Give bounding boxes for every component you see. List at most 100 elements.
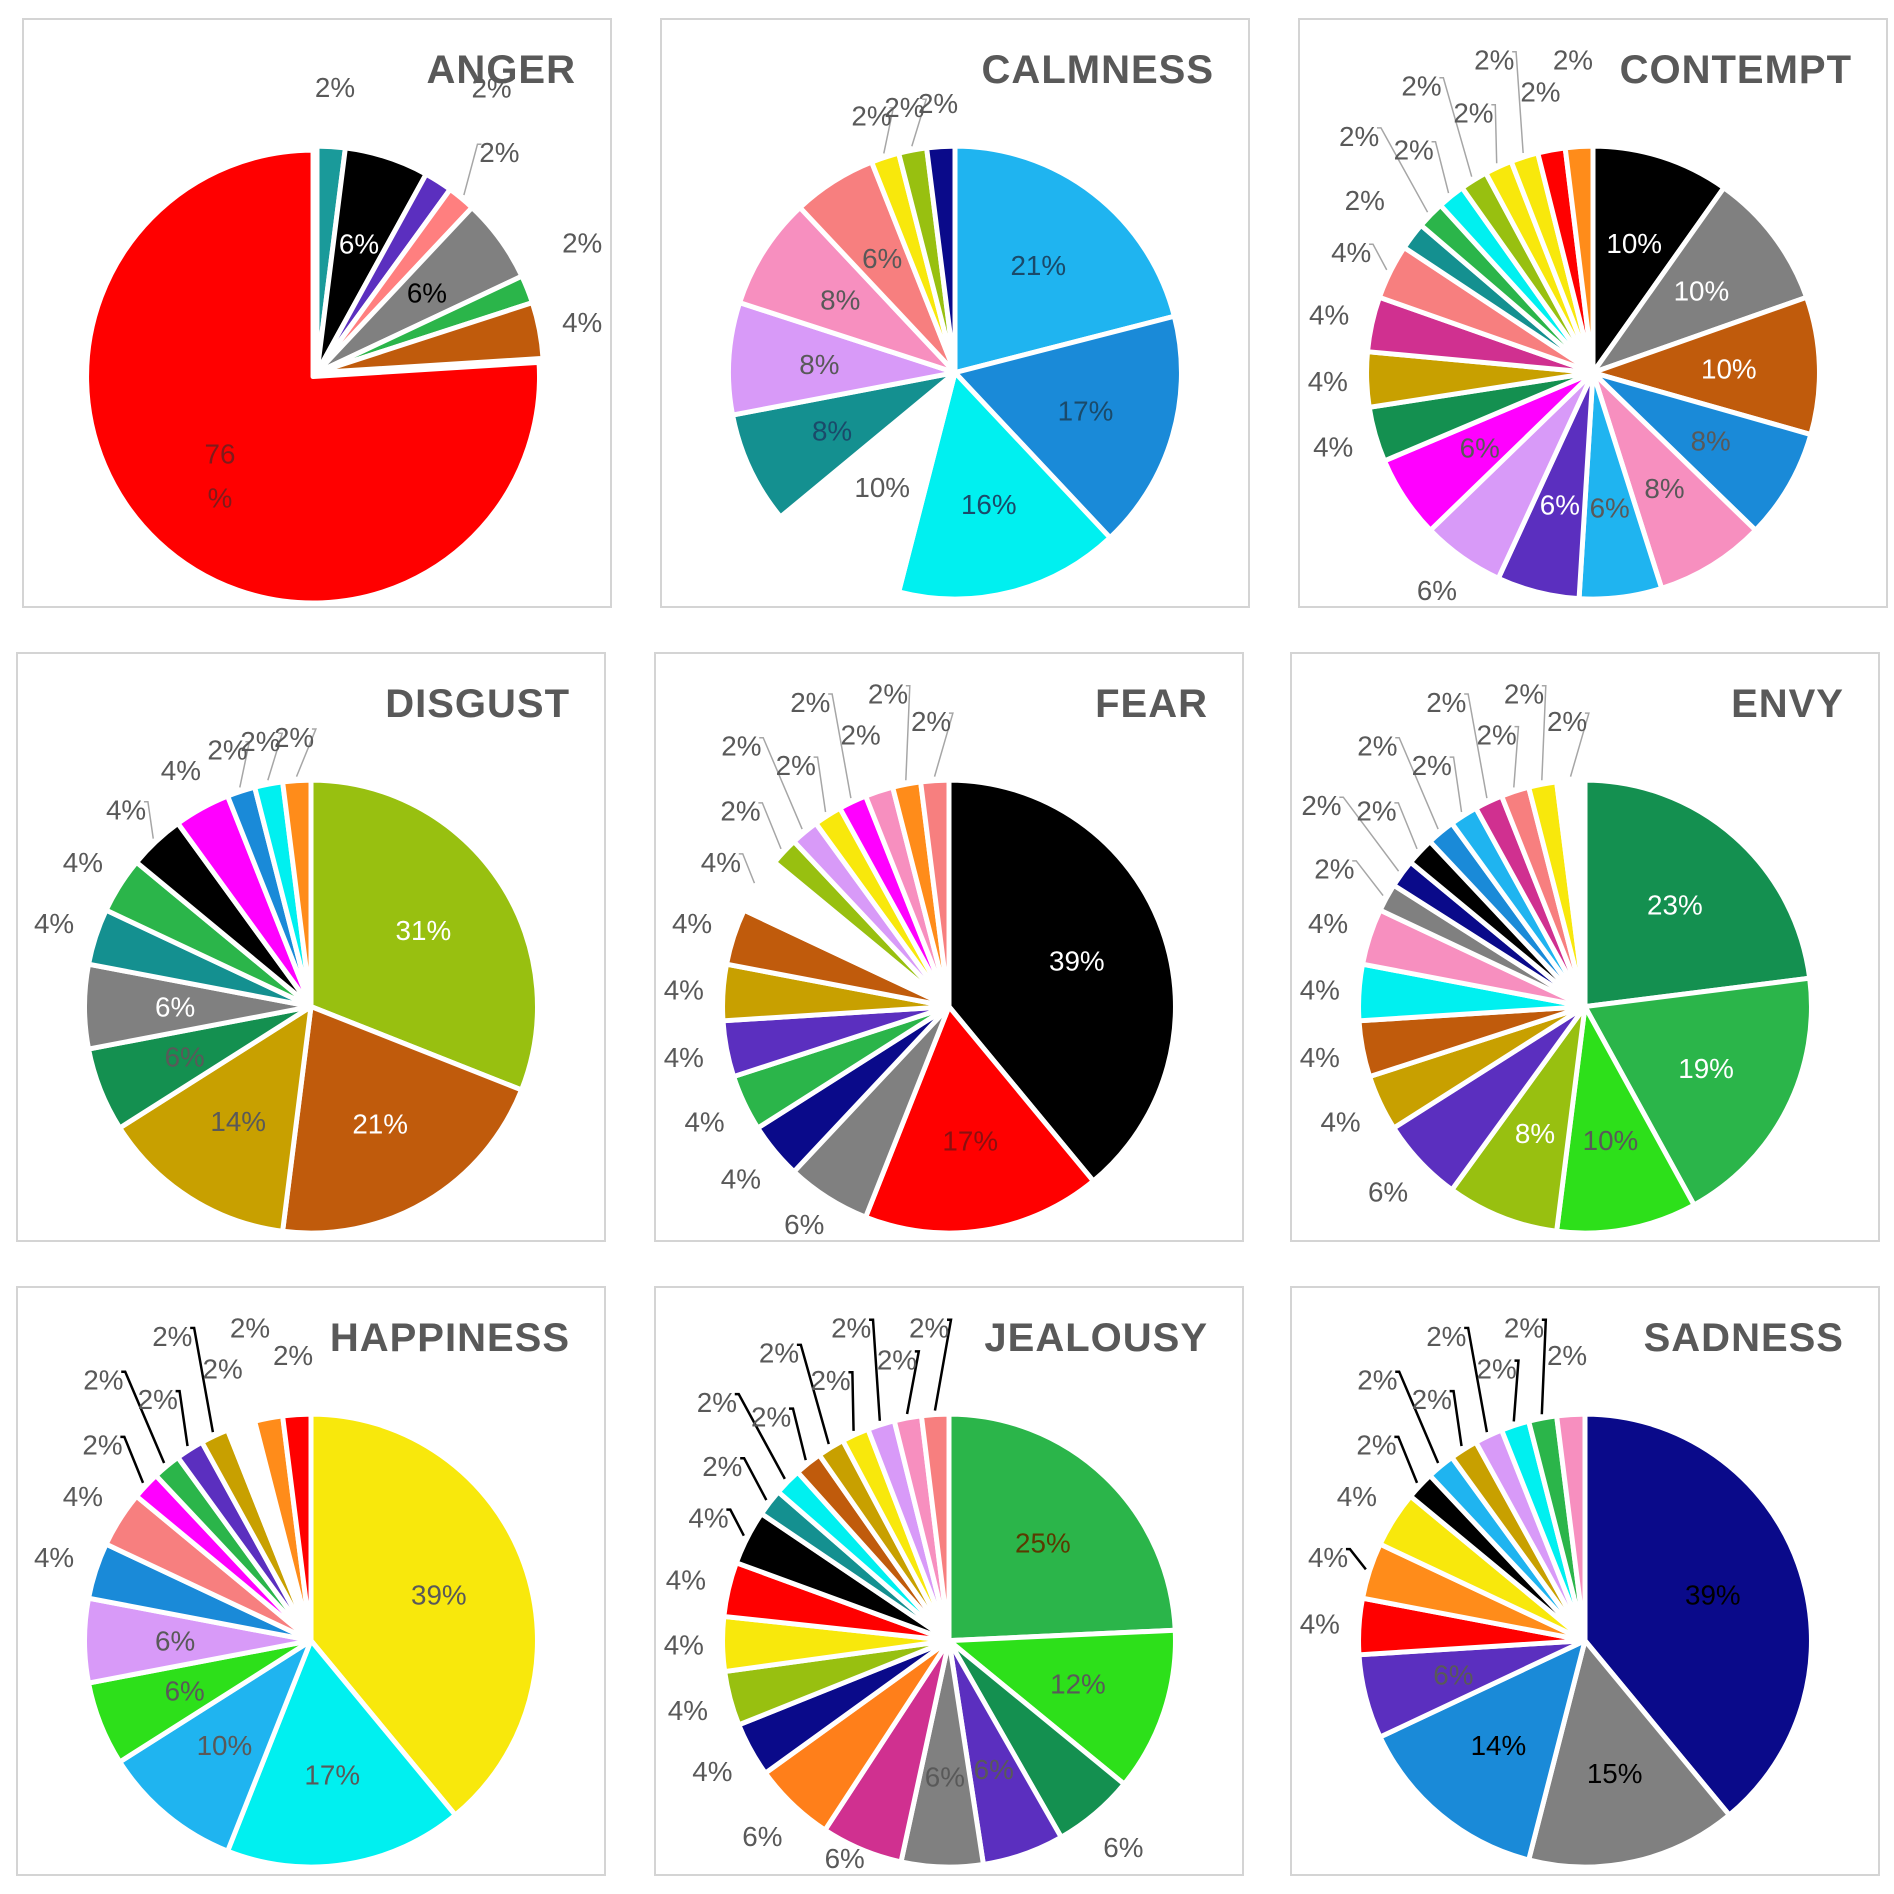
slice-label: 2% bbox=[1426, 687, 1466, 718]
pie-slice bbox=[952, 143, 1177, 376]
slice-label: 4% bbox=[34, 908, 74, 939]
slice-label: 2% bbox=[1547, 1340, 1587, 1371]
slice-label: 2% bbox=[1504, 679, 1544, 710]
pie-slice bbox=[314, 300, 546, 376]
slice-label: 6% bbox=[1433, 1659, 1473, 1690]
slice-label: 6% bbox=[862, 243, 902, 274]
slice-label: 2% bbox=[868, 679, 908, 710]
pie-chart: 25%12%6%6%6%6%6%4%4%4%4%4%2%2% 2%2%2%2%2%… bbox=[664, 1313, 1178, 1874]
slice-label: 39% bbox=[1049, 946, 1105, 977]
pie-slice bbox=[117, 1004, 314, 1234]
leader-line bbox=[190, 1326, 215, 1433]
slice-label: 2% bbox=[720, 796, 760, 827]
slice-label: 6% bbox=[1540, 489, 1580, 520]
pie-slice bbox=[225, 1638, 458, 1870]
slice-label: 2% bbox=[273, 1340, 313, 1371]
pie-panel-happiness: 39% 17% 10% 6% 6% 4% 4% 2% 2% 2% 2% 2% 2% 2% HAPPINESS bbox=[16, 1286, 606, 1876]
chart-title: FEAR bbox=[1095, 682, 1208, 726]
slice-label: 2% bbox=[918, 88, 958, 119]
pie-slice bbox=[778, 370, 958, 595]
slice-label: 2% bbox=[1520, 76, 1560, 107]
leader-line bbox=[121, 1370, 166, 1464]
leader-line bbox=[1352, 860, 1384, 897]
slice-label: 2% bbox=[138, 1384, 178, 1415]
leader-line bbox=[1491, 104, 1498, 164]
slice-label: 2% bbox=[1553, 45, 1593, 76]
pie-slice bbox=[1377, 1638, 1588, 1863]
leader-line bbox=[1512, 1359, 1520, 1422]
pie-chart: 31%21%14%6%6%4%4%4%4%2%2%2% bbox=[34, 722, 540, 1236]
pie-slice bbox=[84, 147, 542, 606]
pie-slice bbox=[737, 205, 958, 376]
slice-label: 4% bbox=[666, 1564, 706, 1595]
slice-label: 2% bbox=[1356, 796, 1396, 827]
pie-slice bbox=[1554, 1004, 1697, 1236]
slice-label: 10% bbox=[1674, 276, 1730, 307]
slice-label: 2% bbox=[471, 73, 511, 104]
slice-label: 14% bbox=[1471, 1730, 1527, 1761]
pie-slice bbox=[896, 370, 1113, 602]
slice-label: 4% bbox=[1320, 1107, 1360, 1138]
slice-label: 4% bbox=[1308, 908, 1348, 939]
leader-line bbox=[869, 1318, 882, 1421]
slice-label: 25% bbox=[1015, 1527, 1071, 1558]
leader-line bbox=[758, 802, 782, 850]
slice-label: 2% bbox=[1453, 98, 1493, 129]
slice-label: 6% bbox=[742, 1821, 782, 1852]
pie-chart: 21%17%16%10%8%8%8%6%2%2%2% bbox=[726, 88, 1184, 602]
slice-label: 2% bbox=[790, 687, 830, 718]
slice-label: 2% bbox=[1412, 1384, 1452, 1415]
slice-label: 6% bbox=[825, 1843, 865, 1874]
pie-chart: 23%19%10%8%6%4%4%4%4%2%2% 2%2%2%2%2%2%2% bbox=[1300, 679, 1814, 1236]
slice-label: 2% bbox=[721, 731, 761, 762]
pie-panel-anger: 2% 6% 2% 2% 6% 2% 4% 76% ANGER bbox=[22, 18, 612, 608]
chart-title: ANGER bbox=[426, 48, 576, 92]
slice-label: 8% bbox=[820, 285, 860, 316]
slice-label: 2% bbox=[1504, 1313, 1544, 1344]
pie-panel-disgust: 31% 21% 14% 6% 6% 4% 4% 4% 4% 2% 2% 2% DISGUST bbox=[16, 652, 606, 1242]
slice-label: 10% bbox=[1583, 1125, 1639, 1156]
slice-label: 2% bbox=[1345, 185, 1385, 216]
leader-line bbox=[295, 728, 317, 777]
leader-line bbox=[175, 1389, 189, 1447]
slice-label: 6% bbox=[1368, 1176, 1408, 1207]
slice-label: 2% bbox=[479, 137, 519, 168]
pie-slice bbox=[1554, 777, 1588, 1010]
pie-slice bbox=[308, 777, 540, 1093]
leader-line bbox=[1541, 685, 1547, 781]
slice-label: 6% bbox=[407, 278, 447, 309]
slice-label: 4% bbox=[63, 847, 103, 878]
slice-label: 8% bbox=[1515, 1118, 1555, 1149]
leader-line bbox=[1540, 1318, 1548, 1415]
slice-label: 2% bbox=[1477, 1353, 1517, 1384]
slice-label: 2% bbox=[831, 1313, 871, 1344]
slice-label: 2% bbox=[884, 92, 924, 123]
slice-label: 4% bbox=[1313, 431, 1353, 462]
slice-label: 6% bbox=[155, 1626, 195, 1657]
leader-line bbox=[883, 106, 895, 154]
pie-slice bbox=[308, 1411, 540, 1818]
slice-label: 4% bbox=[692, 1756, 732, 1787]
leader-line bbox=[1339, 796, 1400, 872]
leader-line bbox=[1449, 1389, 1463, 1447]
leader-line bbox=[759, 736, 803, 830]
pie-slice bbox=[924, 143, 958, 376]
slice-label: 2% bbox=[1477, 719, 1517, 750]
slice-label: 10% bbox=[854, 472, 910, 503]
leader-line bbox=[1369, 243, 1388, 271]
slice-label: 2% bbox=[702, 1451, 742, 1482]
leader-line bbox=[1464, 693, 1488, 799]
pie-slice bbox=[730, 370, 958, 520]
slice-label: 4% bbox=[1309, 300, 1349, 331]
pie-slice bbox=[280, 1004, 525, 1236]
slice-label: 2% bbox=[1357, 731, 1397, 762]
slice-label: 2% bbox=[810, 1365, 850, 1396]
pie-slice bbox=[1590, 294, 1822, 438]
slice-label: 6% bbox=[165, 1042, 205, 1073]
slice-label: 10% bbox=[197, 1730, 253, 1761]
leader-line bbox=[848, 1371, 855, 1431]
slice-label: 6% bbox=[925, 1761, 965, 1792]
leader-line bbox=[1376, 127, 1429, 213]
slice-label: 2% bbox=[841, 719, 881, 750]
leader-line bbox=[911, 98, 928, 147]
